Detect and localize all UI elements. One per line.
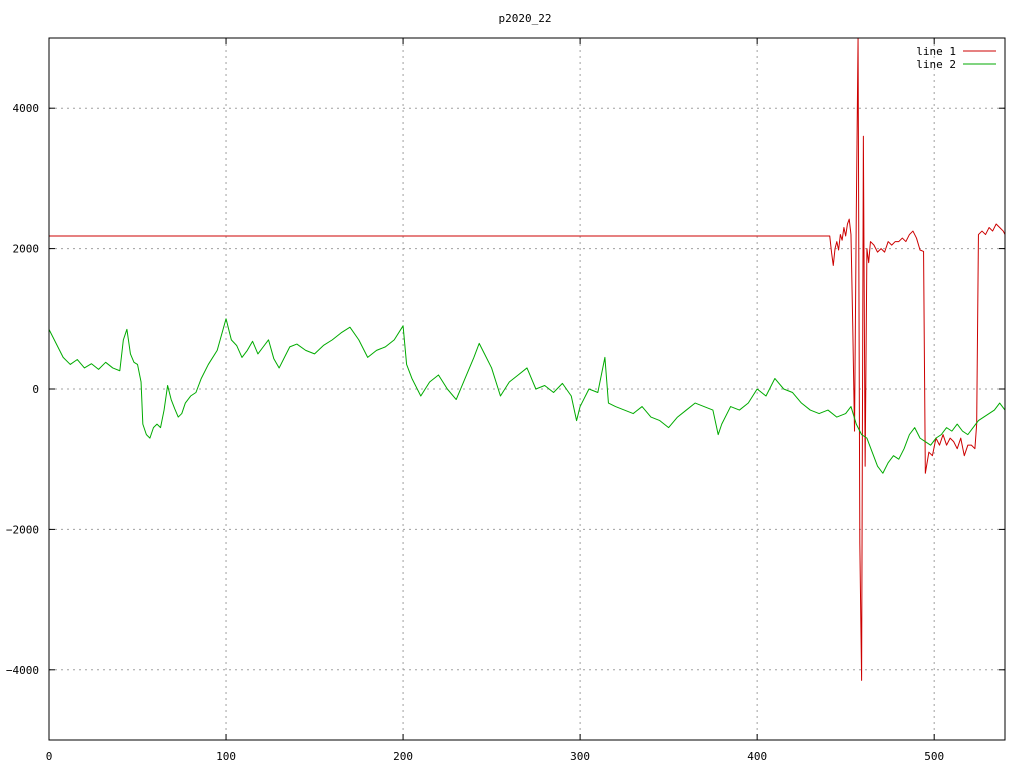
x-tick-label: 100	[216, 750, 236, 763]
x-tick-label: 0	[46, 750, 53, 763]
chart-title: p2020_22	[499, 12, 552, 25]
y-tick-label: −4000	[6, 664, 39, 677]
y-tick-label: 0	[32, 383, 39, 396]
plot-series	[49, 38, 1005, 681]
y-tick-label: −2000	[6, 523, 39, 536]
axis-ticks: 0 100 200 300 400 500 −4000 −2000 0 2000 4000	[6, 38, 1005, 763]
series-line-2	[49, 318, 1005, 474]
legend-label-2: line 2	[916, 58, 956, 71]
x-tick-label: 300	[570, 750, 590, 763]
legend-label-1: line 1	[916, 45, 956, 58]
y-tick-label: 2000	[13, 243, 40, 256]
x-tick-label: 400	[747, 750, 767, 763]
series-line-1	[49, 38, 1005, 681]
x-tick-label: 500	[924, 750, 944, 763]
x-tick-label: 200	[393, 750, 413, 763]
y-tick-label: 4000	[13, 102, 40, 115]
